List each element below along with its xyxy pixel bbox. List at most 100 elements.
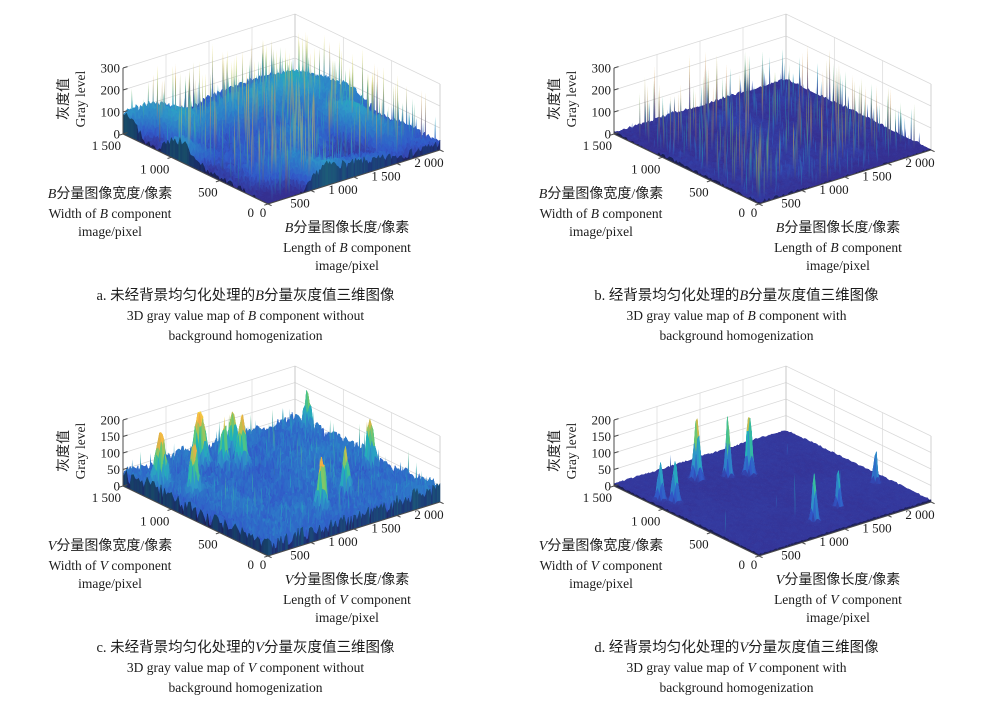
- x-axis-label-d: V分量图像长度/像素 Length of V component image/pix…: [733, 572, 943, 628]
- caption-line: 3D gray value map of V component with: [491, 658, 982, 678]
- x-axis-label-b: B分量图像长度/像素 Length of B component image/pix…: [733, 220, 943, 276]
- variable-letter: V: [830, 591, 839, 607]
- z-axis-label-b: 灰度值 Gray level: [548, 55, 580, 143]
- x-axis-label-a: B分量图像长度/像素 Length of B component image/pix…: [242, 220, 452, 276]
- x-axis-label-line: image/pixel: [733, 257, 943, 276]
- subplot-a: 灰度值 Gray level B分量图像宽度/像素 Width of B compo…: [0, 0, 491, 351]
- label-text: Width of: [539, 557, 591, 573]
- z-axis-label-zh: 灰度值: [548, 430, 563, 472]
- label-text: 3D gray value map of: [626, 660, 748, 675]
- label-text: 分量灰度值三维图像: [748, 288, 879, 304]
- y-axis-label-line: image/pixel: [493, 575, 709, 594]
- surface-plot-canvas-a: [0, 0, 491, 240]
- label-text: 分量图像宽度/像素: [56, 187, 173, 202]
- label-text: image/pixel: [569, 576, 633, 591]
- y-axis-label-line: image/pixel: [2, 223, 218, 242]
- label-text: image/pixel: [78, 224, 142, 239]
- x-axis-label-line: V分量图像长度/像素: [733, 572, 943, 591]
- label-text: Width of: [48, 557, 100, 573]
- y-axis-label-line: B分量图像宽度/像素: [493, 186, 709, 205]
- label-text: 分量灰度值三维图像: [264, 288, 395, 304]
- variable-letter: B: [284, 221, 294, 236]
- label-text: component: [347, 591, 411, 607]
- variable-letter: V: [739, 640, 749, 656]
- x-axis-label-line: B分量图像长度/像素: [242, 220, 452, 239]
- y-axis-label-line: Width of B component: [2, 205, 218, 224]
- caption-line: d. 经背景均匀化处理的V分量灰度值三维图像: [491, 638, 982, 658]
- x-axis-label-line: Length of B component: [733, 239, 943, 258]
- label-text: 分量图像长度/像素: [784, 221, 901, 236]
- x-axis-label-line: V分量图像长度/像素: [242, 572, 452, 591]
- label-text: component: [108, 205, 172, 221]
- label-text: component: [599, 205, 663, 221]
- variable-letter: V: [284, 573, 294, 588]
- y-axis-label-d: V分量图像宽度/像素 Width of V component image/pixe…: [493, 538, 709, 594]
- y-axis-label-line: B分量图像宽度/像素: [2, 186, 218, 205]
- label-text: 3D gray value map of: [126, 308, 248, 323]
- label-text: c. 未经背景均匀化处理的: [96, 640, 256, 656]
- caption-line: background homogenization: [0, 678, 491, 698]
- y-axis-label-a: B分量图像宽度/像素 Width of B component image/pixe…: [2, 186, 218, 242]
- caption-line: background homogenization: [491, 326, 982, 346]
- label-text: background homogenization: [168, 680, 323, 695]
- x-axis-label-line: Length of V component: [733, 591, 943, 610]
- variable-letter: V: [538, 539, 548, 554]
- caption-line: 3D gray value map of V component without: [0, 658, 491, 678]
- x-axis-label-line: B分量图像长度/像素: [733, 220, 943, 239]
- variable-letter: V: [47, 539, 57, 554]
- y-axis-label-line: Width of V component: [2, 557, 218, 576]
- label-text: component with: [755, 308, 847, 323]
- variable-letter: B: [590, 205, 600, 221]
- caption-line: a. 未经背景均匀化处理的B分量灰度值三维图像: [0, 286, 491, 306]
- label-text: component: [599, 557, 663, 573]
- label-text: image/pixel: [315, 258, 379, 273]
- x-axis-label-c: V分量图像长度/像素 Length of V component image/pix…: [242, 572, 452, 628]
- label-text: component with: [755, 660, 847, 675]
- label-text: 分量图像长度/像素: [293, 573, 410, 588]
- label-text: 3D gray value map of: [126, 660, 248, 675]
- caption-a: a. 未经背景均匀化处理的B分量灰度值三维图像 3D gray value map…: [0, 286, 491, 346]
- label-text: Length of: [774, 591, 831, 607]
- label-text: Width of: [48, 205, 100, 221]
- y-axis-label-line: Width of V component: [493, 557, 709, 576]
- label-text: image/pixel: [315, 610, 379, 625]
- z-axis-label-zh: 灰度值: [548, 78, 563, 120]
- z-axis-label-en: Gray level: [73, 70, 88, 128]
- variable-letter: V: [247, 660, 257, 675]
- z-axis-label-d: 灰度值 Gray level: [548, 407, 580, 495]
- surface-plot-canvas-d: [491, 352, 982, 592]
- caption-c: c. 未经背景均匀化处理的V分量灰度值三维图像 3D gray value map…: [0, 638, 491, 698]
- subplot-d: 灰度值 Gray level V分量图像宽度/像素 Width of V compo…: [491, 352, 982, 703]
- label-text: background homogenization: [168, 328, 323, 343]
- x-axis-label-line: Length of V component: [242, 591, 452, 610]
- label-text: 分量图像宽度/像素: [56, 539, 173, 554]
- y-axis-label-line: image/pixel: [2, 575, 218, 594]
- label-text: image/pixel: [569, 224, 633, 239]
- surface-plot-canvas-b: [491, 0, 982, 240]
- label-text: 分量灰度值三维图像: [748, 640, 879, 656]
- z-axis-label-c: 灰度值 Gray level: [57, 407, 89, 495]
- label-text: component without: [256, 660, 365, 675]
- label-text: b. 经背景均匀化处理的: [594, 288, 740, 304]
- variable-letter: B: [830, 239, 839, 255]
- caption-d: d. 经背景均匀化处理的V分量灰度值三维图像 3D gray value map …: [491, 638, 982, 698]
- variable-letter: B: [747, 308, 756, 323]
- label-text: 分量图像宽度/像素: [547, 539, 664, 554]
- subplot-c: 灰度值 Gray level V分量图像宽度/像素 Width of V compo…: [0, 352, 491, 703]
- variable-letter: B: [255, 288, 265, 304]
- label-text: a. 未经背景均匀化处理的: [96, 288, 256, 304]
- label-text: d. 经背景均匀化处理的: [594, 640, 740, 656]
- variable-letter: B: [739, 288, 749, 304]
- x-axis-label-line: Length of B component: [242, 239, 452, 258]
- z-axis-label-a: 灰度值 Gray level: [57, 55, 89, 143]
- variable-letter: B: [339, 239, 348, 255]
- variable-letter: B: [538, 187, 548, 202]
- z-axis-label-zh: 灰度值: [57, 430, 72, 472]
- y-axis-label-line: V分量图像宽度/像素: [493, 538, 709, 557]
- label-text: component without: [256, 308, 365, 323]
- caption-line: background homogenization: [491, 678, 982, 698]
- label-text: 分量图像宽度/像素: [547, 187, 664, 202]
- variable-letter: B: [47, 187, 57, 202]
- label-text: background homogenization: [659, 680, 814, 695]
- x-axis-label-line: image/pixel: [242, 257, 452, 276]
